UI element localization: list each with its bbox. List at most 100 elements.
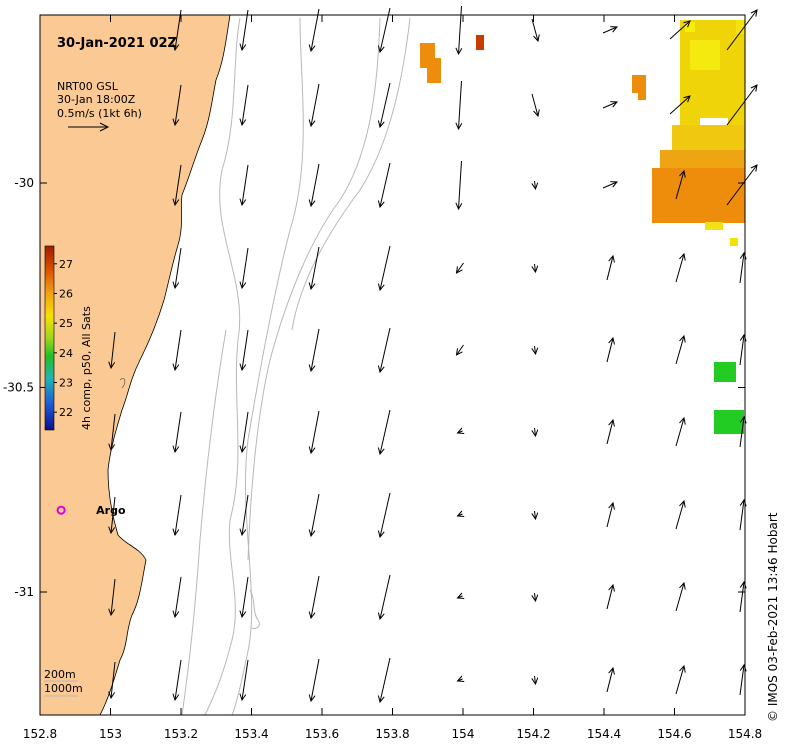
current-arrow: [239, 84, 249, 127]
current-arrow: [531, 592, 539, 603]
sst-patches: [420, 20, 745, 434]
current-arrow: [308, 163, 320, 208]
x-tick-label: 153.2: [164, 727, 198, 741]
current-arrow: [172, 247, 182, 290]
x-tick-label: 154.2: [516, 727, 550, 741]
current-arrow: [602, 181, 619, 189]
colorbar-tick-label: 23: [59, 377, 73, 390]
current-arrow: [377, 409, 391, 456]
current-arrow: [239, 659, 249, 702]
current-arrow: [669, 95, 691, 115]
x-axis: 152.8 153 153.2 153.4 153.6 153.8 154 154.2 154.…: [23, 15, 762, 741]
current-arrow: [606, 418, 615, 445]
current-arrow: [606, 254, 615, 281]
current-arrow: [531, 675, 539, 686]
colorbar-tick-label: 24: [59, 347, 73, 360]
current-arrow: [455, 262, 464, 274]
colorbar-tick-label: 25: [59, 317, 73, 330]
contour-deep-1: [247, 17, 381, 561]
depth-label-200m: 200m: [44, 668, 76, 681]
current-arrow: [606, 666, 615, 693]
current-arrow: [108, 661, 116, 700]
current-arrow: [531, 93, 540, 118]
y-axis: -30 -30.5 -31: [3, 176, 745, 599]
current-arrow: [675, 581, 686, 612]
contour-200m: [204, 17, 241, 716]
bathymetry-contours: [181, 17, 411, 716]
current-arrow: [602, 26, 619, 34]
x-tick-label: 154.6: [657, 727, 691, 741]
contour-deep-4: [249, 589, 260, 629]
current-arrow: [308, 493, 320, 538]
argo-label: Argo: [96, 504, 126, 517]
x-tick-label: 154: [452, 727, 475, 741]
current-arrow: [531, 427, 539, 438]
colorbar-ticks: 27 26 25 24 23 22: [54, 258, 73, 419]
current-arrow: [606, 336, 615, 363]
current-arrow: [108, 496, 116, 535]
current-arrow: [675, 169, 686, 200]
colorbar-tick-label: 27: [59, 258, 73, 271]
sst-patch-b: [427, 58, 441, 83]
current-arrow: [239, 164, 249, 207]
current-arrow: [377, 492, 391, 539]
current-arrow: [172, 659, 182, 702]
map-title: 30-Jan-2021 02Z: [57, 36, 177, 51]
current-arrow: [606, 583, 615, 610]
island: [119, 378, 126, 389]
x-tick-label: 152.8: [23, 727, 57, 741]
contour-deep-2: [291, 17, 411, 331]
current-arrow: [675, 664, 686, 695]
current-arrow: [172, 164, 182, 207]
sst-patch-d: [638, 90, 646, 100]
current-arrow: [239, 329, 249, 372]
x-tick-label: 154.4: [587, 727, 621, 741]
depth-label-1000m: 1000m: [44, 682, 83, 695]
current-arrow: [172, 494, 182, 537]
current-arrow: [531, 345, 539, 356]
current-arrow: [456, 427, 465, 435]
current-arrows: [108, 5, 758, 704]
current-arrow: [239, 9, 249, 52]
sst-patch-green-1: [714, 362, 736, 382]
colorbar-tick-label: 26: [59, 287, 73, 300]
sst-patch-green-2: [714, 410, 744, 434]
current-arrow: [308, 575, 320, 620]
x-tick-label: 154.8: [728, 727, 762, 741]
current-arrow: [377, 574, 391, 621]
current-arrow: [377, 657, 391, 704]
current-arrow: [308, 8, 320, 53]
current-arrow: [531, 18, 540, 43]
current-arrow: [726, 9, 758, 51]
current-arrow: [172, 329, 182, 372]
current-arrow: [239, 247, 249, 290]
current-arrow: [531, 180, 539, 191]
current-arrow: [377, 82, 391, 129]
legend-scale-arrow: [68, 122, 110, 132]
land-coastline: [39, 14, 231, 716]
current-arrow: [239, 494, 249, 537]
current-arrow: [172, 84, 182, 127]
sst-patch-north-east: [652, 20, 745, 246]
y-tick-label: -30: [14, 176, 34, 190]
current-arrow: [726, 164, 758, 206]
current-arrow: [606, 501, 615, 528]
current-arrow: [377, 162, 391, 209]
current-arrow: [669, 20, 691, 40]
current-arrow: [455, 344, 464, 356]
current-arrow: [108, 578, 116, 617]
current-arrow: [308, 328, 320, 373]
current-arrow: [108, 331, 116, 370]
current-arrow: [456, 510, 465, 518]
current-arrow: [172, 576, 182, 619]
legend-scale-label: 0.5m/s (1kt 6h): [57, 107, 142, 120]
x-tick-label: 153.4: [234, 727, 268, 741]
current-arrow: [172, 411, 182, 454]
current-arrow: [239, 411, 249, 454]
current-arrow: [308, 83, 320, 128]
current-arrow: [531, 510, 539, 521]
argo-float-marker[interactable]: [56, 505, 66, 515]
y-tick-label: -30.5: [3, 381, 34, 395]
contour-deep-3: [181, 329, 227, 716]
